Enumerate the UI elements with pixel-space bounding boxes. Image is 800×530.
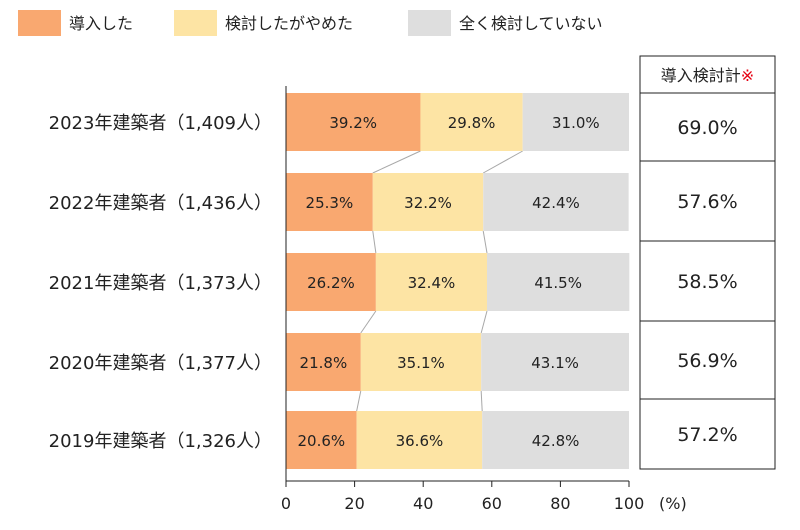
data-label: 39.2% xyxy=(329,114,377,132)
category-label: 2021年建築者（1,373人） xyxy=(49,273,272,294)
connector-line xyxy=(482,150,523,174)
x-unit-label: (%) xyxy=(659,494,687,513)
bar-segment xyxy=(286,333,361,391)
x-tick-label: 80 xyxy=(550,494,570,513)
bar-segment xyxy=(483,173,629,231)
side-table-value: 69.0% xyxy=(677,117,737,139)
connector-line xyxy=(360,310,377,334)
side-table-value: 56.9% xyxy=(677,350,737,372)
data-label: 26.2% xyxy=(307,274,355,292)
data-label: 29.8% xyxy=(448,114,496,132)
data-label: 20.6% xyxy=(298,432,346,450)
side-table-value: 57.2% xyxy=(677,424,737,446)
bar-segment xyxy=(522,93,629,151)
connector-line xyxy=(480,390,483,412)
legend: 導入した 検討したがやめた 全く検討していない xyxy=(18,10,603,36)
x-tick-label: 100 xyxy=(614,494,645,513)
category-labels: 2023年建築者（1,409人） 2022年建築者（1,436人） 2021年建築者… xyxy=(49,113,272,452)
bar-segment xyxy=(286,173,373,231)
bar-segment xyxy=(375,253,487,311)
data-label: 32.2% xyxy=(404,194,452,212)
bar-segment xyxy=(420,93,523,151)
legend-swatch xyxy=(174,10,217,36)
connector-line xyxy=(482,230,488,254)
footnote-mark: ※ xyxy=(741,66,754,85)
x-tick-label: 20 xyxy=(344,494,364,513)
bar-segment xyxy=(356,411,483,469)
connector-line xyxy=(356,390,362,412)
bar-segment xyxy=(486,253,630,311)
side-table-header: 導入検討計※ xyxy=(661,66,754,85)
category-label: 2023年建築者（1,409人） xyxy=(49,113,272,134)
legend-label: 検討したがやめた xyxy=(225,14,353,33)
legend-swatch xyxy=(408,10,451,36)
bar-segment xyxy=(286,93,421,151)
data-label: 25.3% xyxy=(306,194,354,212)
data-label: 31.0% xyxy=(552,114,600,132)
data-label: 43.1% xyxy=(531,354,579,372)
side-table-value: 58.5% xyxy=(677,271,737,293)
data-label: 41.5% xyxy=(534,274,582,292)
bar-segment xyxy=(481,333,629,391)
data-label: 36.6% xyxy=(396,432,444,450)
legend-swatch xyxy=(18,10,61,36)
category-label: 2019年建築者（1,326人） xyxy=(49,431,272,452)
connector-line xyxy=(480,310,488,334)
category-label: 2022年建築者（1,436人） xyxy=(49,193,272,214)
data-label: 32.4% xyxy=(408,274,456,292)
data-label: 21.8% xyxy=(300,354,348,372)
data-label: 35.1% xyxy=(397,354,445,372)
side-table-value: 57.6% xyxy=(677,191,737,213)
x-tick-label: 0 xyxy=(281,494,291,513)
connector-line xyxy=(372,150,421,174)
x-tick-label: 40 xyxy=(413,494,433,513)
side-table-border xyxy=(639,55,776,470)
data-label: 42.4% xyxy=(532,194,580,212)
bar-segment xyxy=(360,333,482,391)
legend-label: 導入した xyxy=(69,14,133,33)
bar-segment xyxy=(372,173,484,231)
connector-lines xyxy=(356,150,523,412)
bar-segment xyxy=(482,411,629,469)
x-tick-label: 60 xyxy=(482,494,502,513)
connector-line xyxy=(372,230,377,254)
legend-label: 全く検討していない xyxy=(459,14,603,33)
bar-segment xyxy=(286,253,376,311)
x-axis: 0 20 40 60 80 100 (%) xyxy=(281,86,687,513)
category-label: 2020年建築者（1,377人） xyxy=(49,353,272,374)
data-label: 42.8% xyxy=(532,432,580,450)
side-table: 導入検討計※ 69.0% 57.6% 58.5% 56.9% 57.2% xyxy=(639,55,776,470)
side-table-header-text: 導入検討計 xyxy=(661,66,741,85)
bars: 39.2% 29.8% 31.0% 25.3% 32.2% 42.4% 26.2% 32.4%… xyxy=(286,93,630,469)
bar-segment xyxy=(286,411,357,469)
